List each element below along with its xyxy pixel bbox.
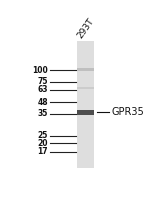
Text: 63: 63 (37, 85, 48, 94)
Bar (77, 41, 94, 168)
Text: 293T: 293T (75, 16, 96, 40)
Text: 17: 17 (37, 147, 48, 156)
Bar (77, 87, 94, 89)
Bar (77, 110, 94, 115)
Text: 48: 48 (37, 98, 48, 107)
Text: 75: 75 (37, 78, 48, 87)
Bar (77, 68, 94, 71)
Text: 100: 100 (32, 66, 48, 75)
Text: 35: 35 (38, 110, 48, 118)
Text: 20: 20 (37, 139, 48, 148)
Text: GPR35: GPR35 (112, 107, 144, 117)
Text: 25: 25 (38, 131, 48, 140)
